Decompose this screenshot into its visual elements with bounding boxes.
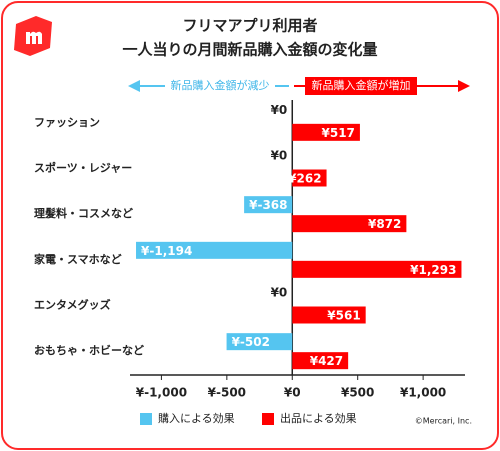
legend-label: 出品による効果 [280,411,357,425]
annotation: 新品購入金額が増加 [312,78,411,92]
value-label: ¥517 [322,126,355,140]
value-label: ¥561 [327,309,360,323]
annotation: 新品購入金額が減少 [171,78,270,92]
y-tick-label: ファッション [34,116,100,129]
bar [292,215,407,233]
value-label: ¥1,293 [410,263,456,277]
value-label: ¥-368 [249,198,287,212]
chart-subtitle: 一人当りの月間新品購入金額の変化量 [122,41,377,59]
y-tick-label: エンタメグッズ [34,298,111,312]
credit: ©Mercari, Inc. [415,417,472,426]
y-tick-label: おもちゃ・ホビーなど [34,343,144,357]
legend-swatch [262,413,274,425]
bar [244,196,293,214]
value-label: ¥872 [368,217,401,231]
bar [136,241,293,259]
bar [292,123,360,141]
value-label: ¥427 [310,354,343,368]
legend-swatch [140,413,152,425]
logo [14,16,52,56]
x-tick-label: ¥1,000 [400,386,446,400]
bar [292,260,462,278]
bar [292,306,366,324]
arrow-decrease [128,78,289,94]
value-label: ¥-502 [232,335,270,349]
bar [292,169,327,187]
x-tick-label: ¥-1,000 [136,386,187,400]
value-label: ¥262 [288,172,321,186]
y-tick-label: 家電・スマホなど [34,252,122,266]
arrow-increase [294,77,470,95]
bar [292,352,349,370]
y-tick-label: スポーツ・レジャー [34,161,132,175]
bar [226,333,293,351]
value-label: ¥-1,194 [141,244,192,258]
x-tick-label: ¥500 [341,386,374,400]
value-label: ¥0 [271,103,288,117]
chart-title: フリマアプリ利用者 [182,17,317,35]
legend-label: 購入による効果 [158,411,235,425]
value-label: ¥0 [271,149,288,163]
y-tick-label: 理髪料・コスメなど [34,206,133,220]
x-tick-label: ¥0 [284,386,301,400]
x-tick-label: ¥-500 [208,386,246,400]
value-label: ¥0 [271,286,288,300]
